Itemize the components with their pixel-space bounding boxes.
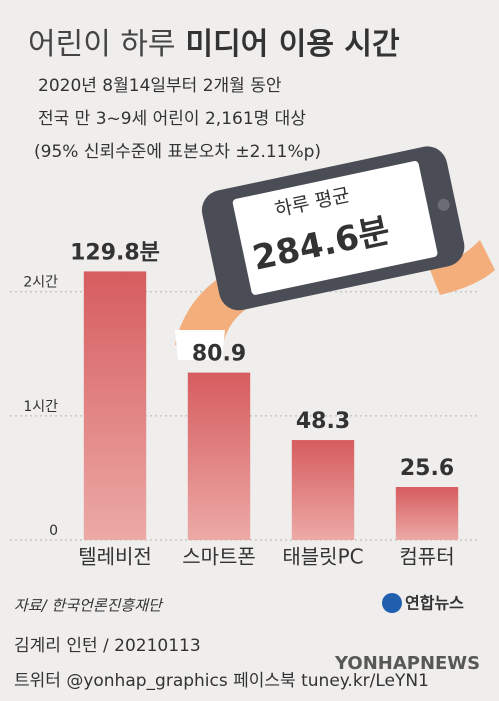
subtitle: 2020년 8월14일부터 2개월 동안 xyxy=(38,76,282,96)
bar xyxy=(395,487,459,540)
subtitle: (95% 신뢰수준에 표본오차 ±2.11%p) xyxy=(34,142,321,162)
logo-mark xyxy=(382,593,402,613)
phone-screen xyxy=(232,161,438,295)
value-label: 80.9 xyxy=(192,342,246,367)
phone-button xyxy=(437,198,450,211)
credit: 김계리 인턴 / 20210113 xyxy=(14,636,201,656)
watermark: YONHAPNEWS xyxy=(334,653,480,674)
value-label: 129.8분 xyxy=(70,240,160,265)
title-light: 어린이 하루 xyxy=(28,27,176,62)
y-tick-label: 0 xyxy=(49,523,58,539)
x-tick-label: 스마트폰 xyxy=(182,545,256,569)
y-tick-label: 2시간 xyxy=(23,275,58,291)
bar xyxy=(187,372,251,540)
bar xyxy=(291,440,355,540)
subtitle: 전국 만 3~9세 어린이 2,161명 대상 xyxy=(38,109,306,129)
phone-illustration: 하루 평균 284.6분 xyxy=(175,146,495,360)
right-hand xyxy=(430,240,495,295)
social: 트위터 @yonhap_graphics 페이스북 tuney.kr/LeYN1 xyxy=(14,671,429,691)
title-bold: 미디어 이용 시간 xyxy=(186,27,400,62)
x-tick-label: 텔레비전 xyxy=(78,545,152,569)
left-cuff xyxy=(175,330,225,360)
value-label: 48.3 xyxy=(296,409,350,434)
bar xyxy=(83,271,147,540)
logo: 연합뉴스 xyxy=(405,594,464,613)
chart-title: 어린이 하루 미디어 이용 시간 xyxy=(28,27,400,62)
source: 자료/ 한국언론진흥재단 xyxy=(14,597,164,615)
x-tick-label: 컴퓨터 xyxy=(399,545,454,569)
x-tick-label: 태블릿PC xyxy=(282,545,363,569)
value-label: 25.6 xyxy=(400,456,454,481)
y-tick-label: 1시간 xyxy=(23,399,58,415)
